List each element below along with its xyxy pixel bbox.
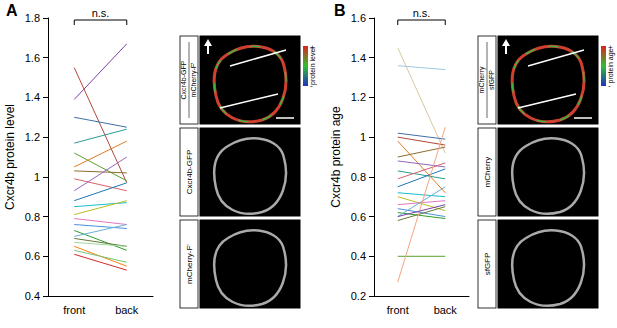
svg-text:Cxcr4b protein age: Cxcr4b protein age [329,106,343,208]
svg-text:1.8: 1.8 [25,12,40,24]
svg-text:0.4: 0.4 [351,250,366,262]
svg-text:1.4: 1.4 [351,52,366,64]
svg-text:0.4: 0.4 [25,290,40,302]
svg-text:+: + [608,43,613,52]
svg-text:mCherry-F': mCherry-F' [185,244,194,284]
svg-text:back: back [115,304,139,316]
svg-text:1.6: 1.6 [25,52,40,64]
svg-text:front: front [387,304,409,316]
svg-text:Cxcr4b-GFP: Cxcr4b-GFP [180,60,187,99]
svg-text:0.8: 0.8 [351,171,366,183]
svg-text:Cxcr4b-GFP: Cxcr4b-GFP [185,150,194,194]
svg-text:0.6: 0.6 [25,250,40,262]
svg-text:0.6: 0.6 [351,211,366,223]
svg-text:B: B [334,2,346,19]
svg-text:A: A [6,2,18,19]
svg-text:protein level: protein level [309,47,317,85]
svg-text:back: back [434,304,458,316]
svg-text:1.4: 1.4 [25,91,40,103]
svg-text:+: + [310,43,315,52]
svg-text:0.8: 0.8 [25,211,40,223]
svg-text:n.s.: n.s. [413,7,431,19]
svg-text:n.s.: n.s. [92,7,110,19]
svg-text:mCherry: mCherry [483,157,492,188]
svg-text:front: front [63,304,85,316]
svg-text:1: 1 [360,131,366,143]
svg-text:-: - [310,81,313,90]
svg-text:0.2: 0.2 [351,290,366,302]
svg-text:1.2: 1.2 [25,131,40,143]
svg-text:mCherry: mCherry [478,66,486,93]
svg-text:1: 1 [34,171,40,183]
svg-text:Cxcr4b protein level: Cxcr4b protein level [3,104,17,210]
svg-text:sfGFP: sfGFP [488,70,495,90]
svg-text:protein age: protein age [607,48,615,83]
svg-text:sfGFP: sfGFP [483,253,492,276]
svg-text:1.2: 1.2 [351,91,366,103]
svg-text:mCherry-F': mCherry-F' [190,63,198,98]
svg-text:-: - [608,81,611,90]
svg-text:1.6: 1.6 [351,12,366,24]
